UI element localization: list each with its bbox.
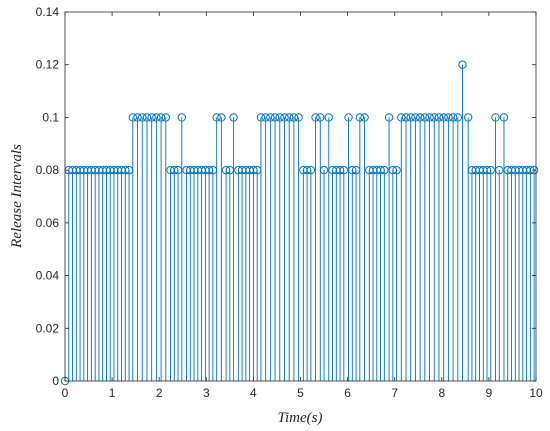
- y-tick-label: 0.04: [36, 269, 60, 283]
- stem-marker: [225, 165, 235, 175]
- ticks-layer: 0 1 2 3 4 5 6 7 8 9 10 0 0.02 0.04 0.06 0.08 0.1 0.12 0.14: [36, 5, 543, 400]
- y-axis-label: Release Intervals: [9, 144, 25, 249]
- x-tick-label: 8: [438, 386, 445, 400]
- y-tick-label: 0.14: [36, 5, 60, 19]
- stem-marker: [221, 165, 231, 175]
- stem-marker: [261, 113, 270, 122]
- y-tick-label: 0.1: [42, 110, 59, 124]
- stem-marker: [156, 113, 166, 122]
- x-tick-label: 3: [203, 386, 210, 400]
- stem-marker: [289, 113, 299, 122]
- stem-marker: [376, 165, 385, 175]
- stem-marker: [152, 113, 161, 122]
- stem-marker: [388, 165, 398, 175]
- stem-marker: [384, 113, 394, 122]
- stem-marker: [335, 165, 345, 175]
- stem-marker: [355, 113, 365, 122]
- stem-marker: [486, 165, 495, 175]
- stem-marker: [170, 165, 179, 175]
- stem-marker: [444, 113, 453, 122]
- stem-marker: [124, 165, 134, 175]
- stem-marker: [420, 113, 430, 122]
- x-tick-label: 7: [391, 386, 398, 400]
- stem-marker: [324, 113, 333, 122]
- stem-marker: [280, 113, 289, 122]
- stem-marker: [430, 113, 439, 122]
- stem-marker: [458, 60, 467, 69]
- stem-marker: [495, 165, 504, 175]
- y-tick-label: 0: [52, 374, 59, 388]
- stem-marker: [204, 165, 214, 175]
- stem-marker: [491, 113, 500, 122]
- stem-marker: [319, 165, 329, 175]
- x-tick-label: 10: [529, 386, 543, 400]
- stem-marker: [284, 113, 294, 122]
- stem-marker: [212, 113, 221, 122]
- stem-marker: [434, 113, 444, 122]
- stem-marker: [415, 113, 425, 122]
- stem-marker: [397, 113, 406, 122]
- x-tick-label: 1: [109, 386, 116, 400]
- stem-marker: [453, 113, 463, 122]
- stem-marker: [360, 113, 369, 122]
- stem-marker: [133, 113, 142, 122]
- stem-marker: [311, 113, 320, 122]
- stem-marker: [482, 165, 492, 175]
- stem-marker: [529, 165, 539, 175]
- stem-marker: [266, 113, 275, 122]
- stem-marker: [316, 113, 325, 122]
- y-tick-label: 0.06: [36, 216, 60, 230]
- stem-marker: [348, 165, 357, 175]
- stem-marker: [448, 113, 458, 122]
- stem-marker: [252, 165, 262, 175]
- stem-marker: [128, 113, 138, 122]
- stem-marker: [256, 113, 266, 122]
- stem-marker: [294, 113, 303, 122]
- x-tick-label: 9: [486, 386, 493, 400]
- x-tick-label: 2: [156, 386, 163, 400]
- x-tick-label: 4: [250, 386, 257, 400]
- y-tick-label: 0.02: [36, 321, 60, 335]
- x-tick-label: 5: [297, 386, 304, 400]
- stem-marker: [392, 165, 401, 175]
- stem-marker: [380, 165, 389, 175]
- x-axis-label: Time(s): [278, 410, 323, 426]
- stem-marker: [249, 165, 258, 175]
- stem-marker: [275, 113, 284, 122]
- stems-layer: [68, 64, 535, 381]
- stem-marker: [142, 113, 152, 122]
- y-tick-label: 0.08: [36, 163, 60, 177]
- stem-marker: [306, 165, 316, 175]
- stem-marker: [425, 113, 434, 122]
- stem-marker: [229, 113, 238, 122]
- stem-marker: [208, 165, 218, 175]
- stem-marker: [463, 113, 473, 122]
- stem-marker: [406, 113, 415, 122]
- x-tick-label: 0: [62, 386, 69, 400]
- x-tick-label: 6: [344, 386, 351, 400]
- stem-marker: [138, 113, 147, 122]
- stem-marker: [177, 113, 187, 122]
- stem-marker: [173, 165, 183, 175]
- stem-marker: [121, 165, 130, 175]
- stem-marker: [344, 113, 353, 122]
- stem-marker: [270, 113, 280, 122]
- stem-marker: [401, 113, 411, 122]
- stem-marker: [147, 113, 156, 122]
- y-tick-label: 0.12: [36, 58, 60, 72]
- stem-marker: [411, 113, 420, 122]
- stem-marker: [339, 165, 349, 175]
- stem-marker: [439, 113, 448, 122]
- stem-marker: [217, 113, 226, 122]
- stem-marker: [161, 113, 170, 122]
- stem-marker: [302, 165, 312, 175]
- stem-marker: [499, 113, 509, 122]
- stem-marker: [351, 165, 361, 175]
